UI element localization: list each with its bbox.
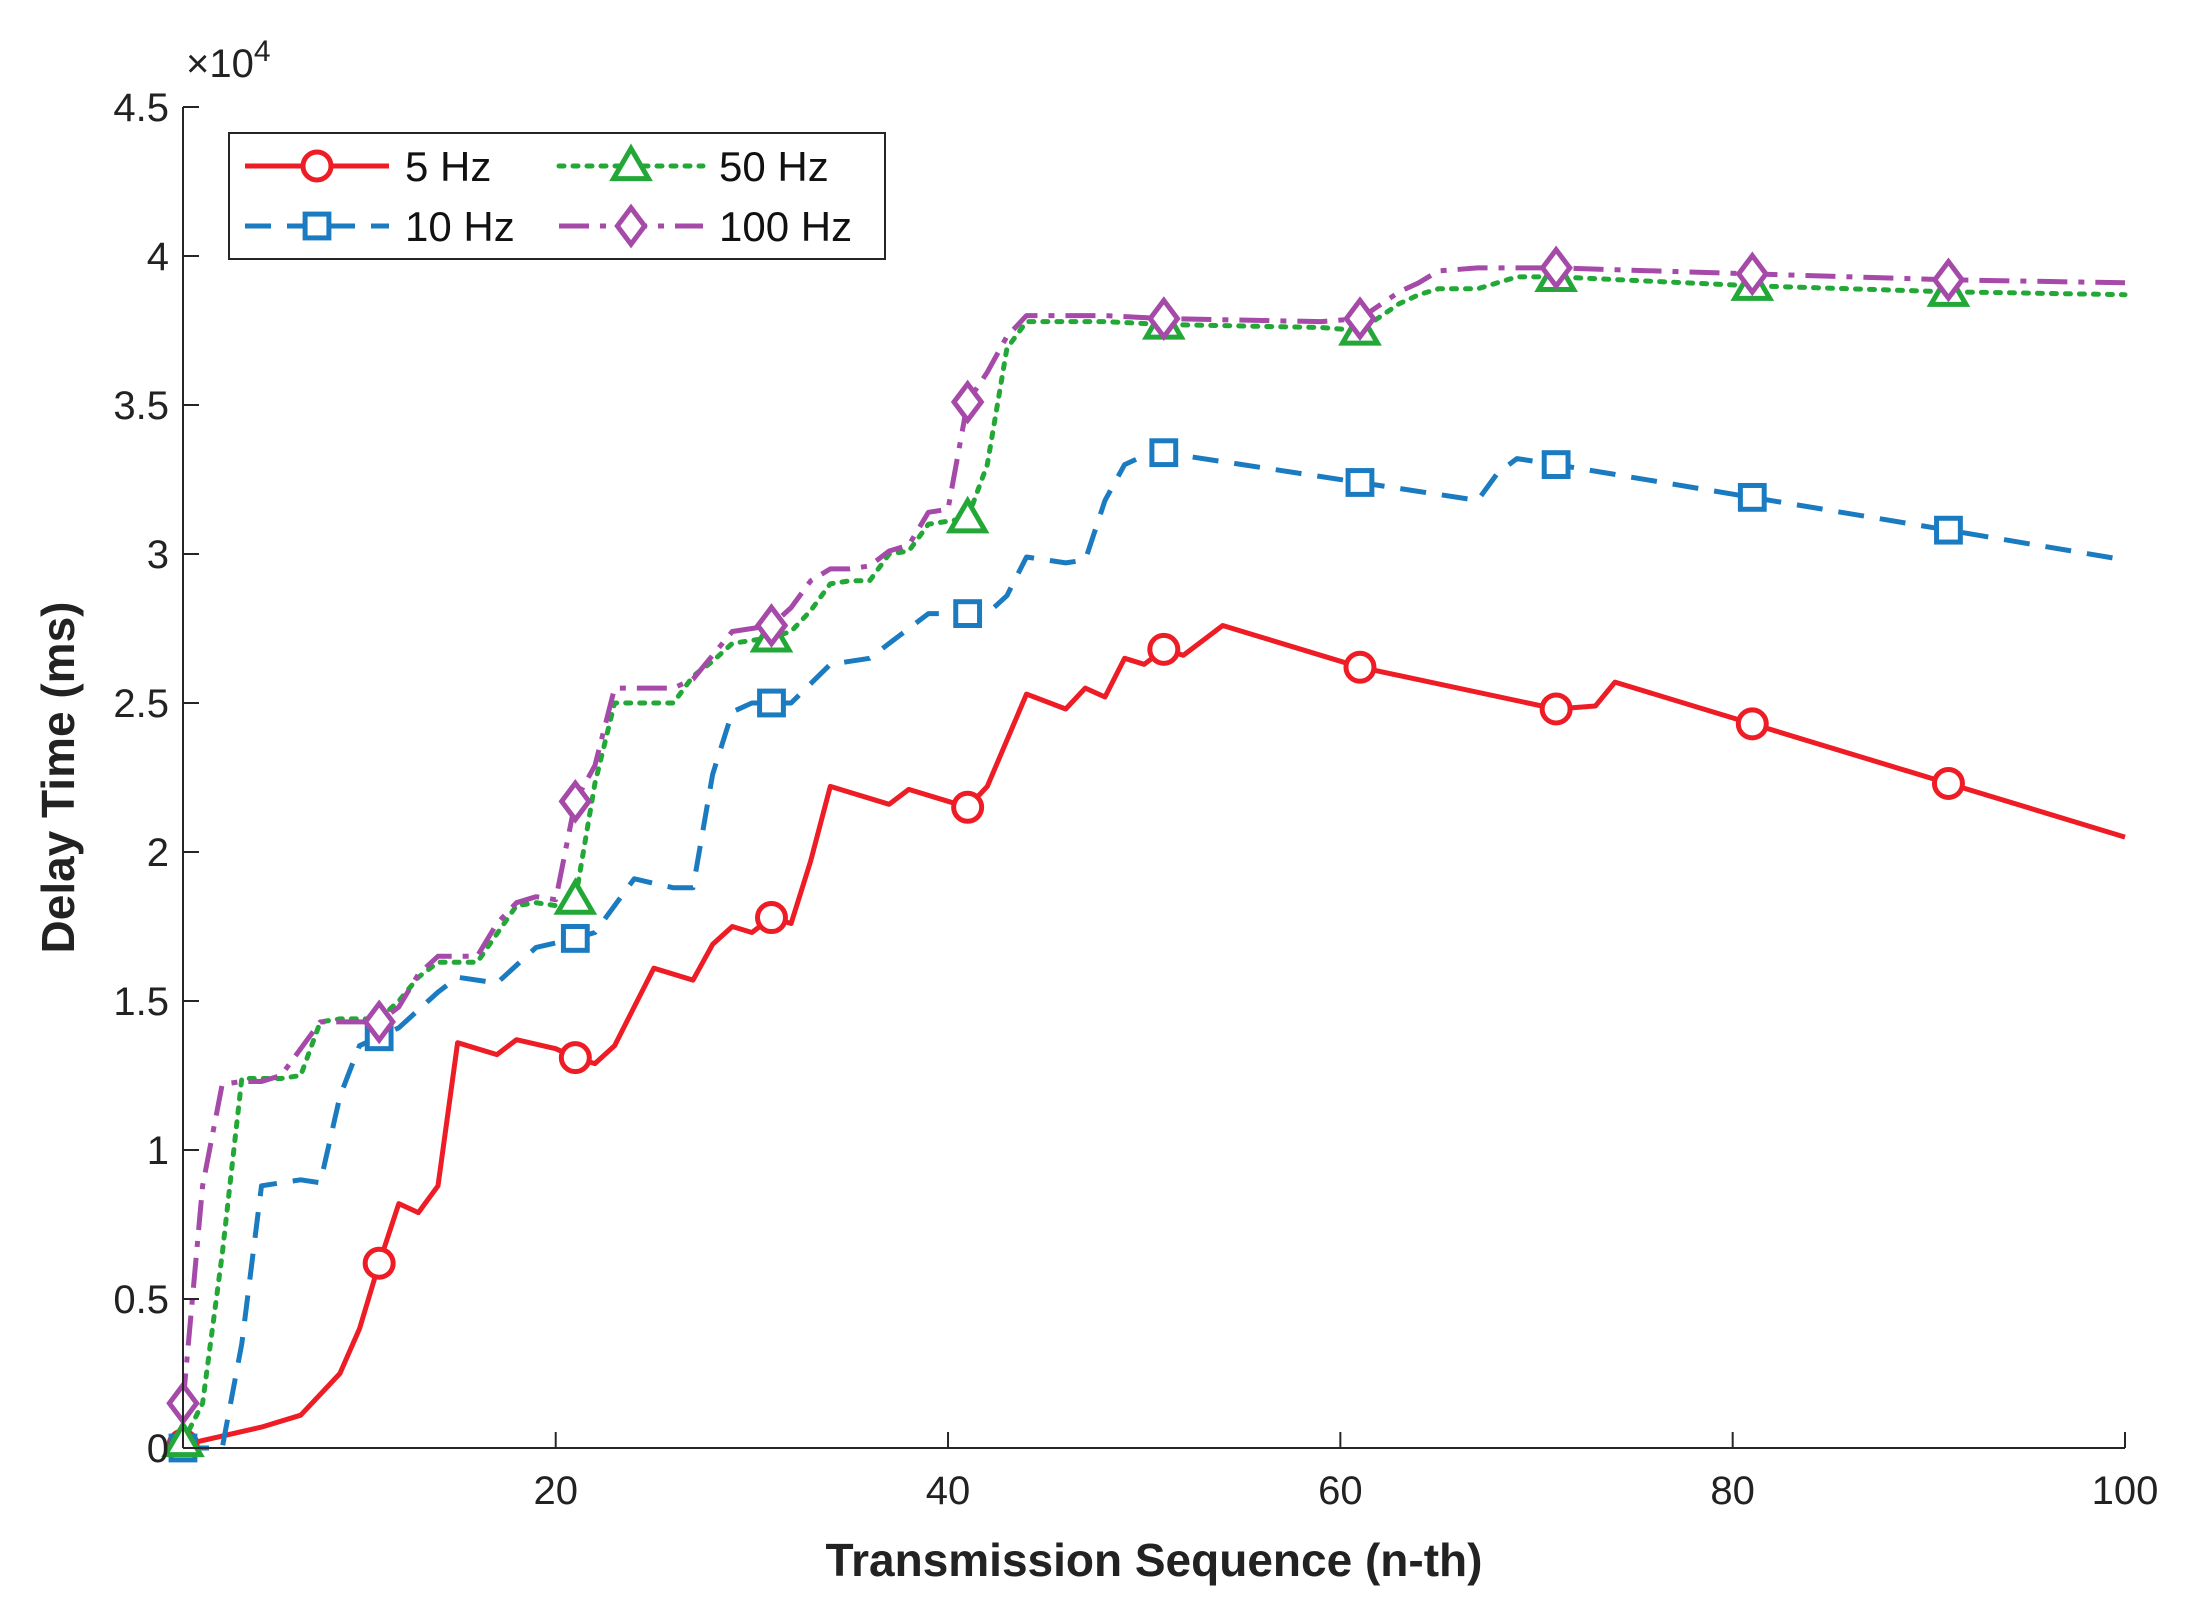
x-tick-label: 60 (1318, 1469, 1363, 1513)
y-exponent-label: ×104 (186, 35, 271, 87)
legend-entry: 10 Hz (245, 203, 515, 250)
series-marker (1737, 482, 1767, 512)
series-100-hz (166, 245, 2126, 1426)
series-marker (560, 924, 590, 953)
x-tick-label: 80 (1710, 1469, 1755, 1513)
series-marker (558, 778, 593, 824)
series-marker (1539, 692, 1573, 726)
series-marker (950, 379, 985, 425)
legend-entry: 5 Hz (245, 143, 491, 190)
y-tick-label: 1 (147, 1129, 169, 1173)
series-marker (757, 688, 786, 718)
series-marker (1345, 468, 1375, 497)
legend-marker (609, 143, 653, 182)
x-axis-label: Transmission Sequence (n-th) (826, 1534, 1483, 1586)
series-marker (945, 495, 990, 534)
y-tick-label: 4.5 (113, 86, 169, 130)
series-marker (1343, 650, 1377, 684)
legend-entry: 100 Hz (559, 203, 852, 250)
series-marker (1539, 245, 1573, 291)
series-marker (1343, 296, 1377, 341)
legend-entry: 50 Hz (556, 143, 829, 190)
series-marker (1149, 438, 1179, 468)
legend-marker (300, 149, 334, 183)
y-tick-label: 4 (147, 235, 169, 279)
legend-marker (302, 211, 332, 241)
y-tick-label: 2.5 (113, 682, 169, 726)
series-marker (1931, 766, 1965, 800)
series-marker (951, 790, 985, 824)
series-marker (1147, 296, 1181, 341)
axes-layer: 0 0.5 1 1.5 2 2.5 3 3.5 4 4.5 20 40 60 80 100 (113, 86, 2158, 1513)
y-axis-label: Delay Time (ms) (32, 602, 84, 954)
series-marker (1735, 251, 1770, 297)
series-marker (754, 603, 789, 648)
y-tick-label: 2 (147, 831, 169, 875)
legend-box (228, 132, 886, 260)
series-marker (1147, 632, 1181, 666)
series-marker (953, 599, 983, 629)
series-layer (161, 245, 2128, 1463)
legend-label: 100 Hz (719, 203, 852, 250)
series-marker (1735, 707, 1769, 741)
series-line (182, 623, 2126, 1448)
legend-marker (614, 203, 648, 249)
y-tick-label: 0.5 (113, 1278, 169, 1322)
series-marker (558, 1041, 592, 1075)
series-marker (1541, 450, 1571, 480)
x-tick-label: 40 (926, 1469, 971, 1513)
x-tick-label: 100 (2092, 1469, 2159, 1513)
y-tick-label: 3.5 (113, 384, 169, 428)
legend: 5 Hz 50 Hz 10 Hz 100 Hz (228, 132, 886, 260)
series-marker (754, 901, 788, 935)
series-marker (362, 999, 396, 1045)
series-5-hz (166, 623, 2126, 1462)
y-tick-label: 3 (147, 533, 169, 577)
plot-frame (183, 107, 2125, 1448)
y-exponent-base: ×10 (186, 42, 254, 86)
y-tick-label: 1.5 (113, 980, 169, 1024)
legend-label: 5 Hz (405, 143, 491, 190)
x-tick-label: 20 (533, 1469, 578, 1513)
legend-label: 50 Hz (719, 143, 829, 190)
series-marker (362, 1246, 396, 1280)
y-tick-label: 0 (147, 1427, 169, 1471)
y-exponent-power: 4 (254, 35, 271, 68)
series-marker (553, 877, 598, 915)
legend-label: 10 Hz (405, 203, 515, 250)
series-marker (1931, 257, 1966, 303)
plot-area (183, 107, 2125, 1448)
series-marker (1934, 515, 1963, 545)
